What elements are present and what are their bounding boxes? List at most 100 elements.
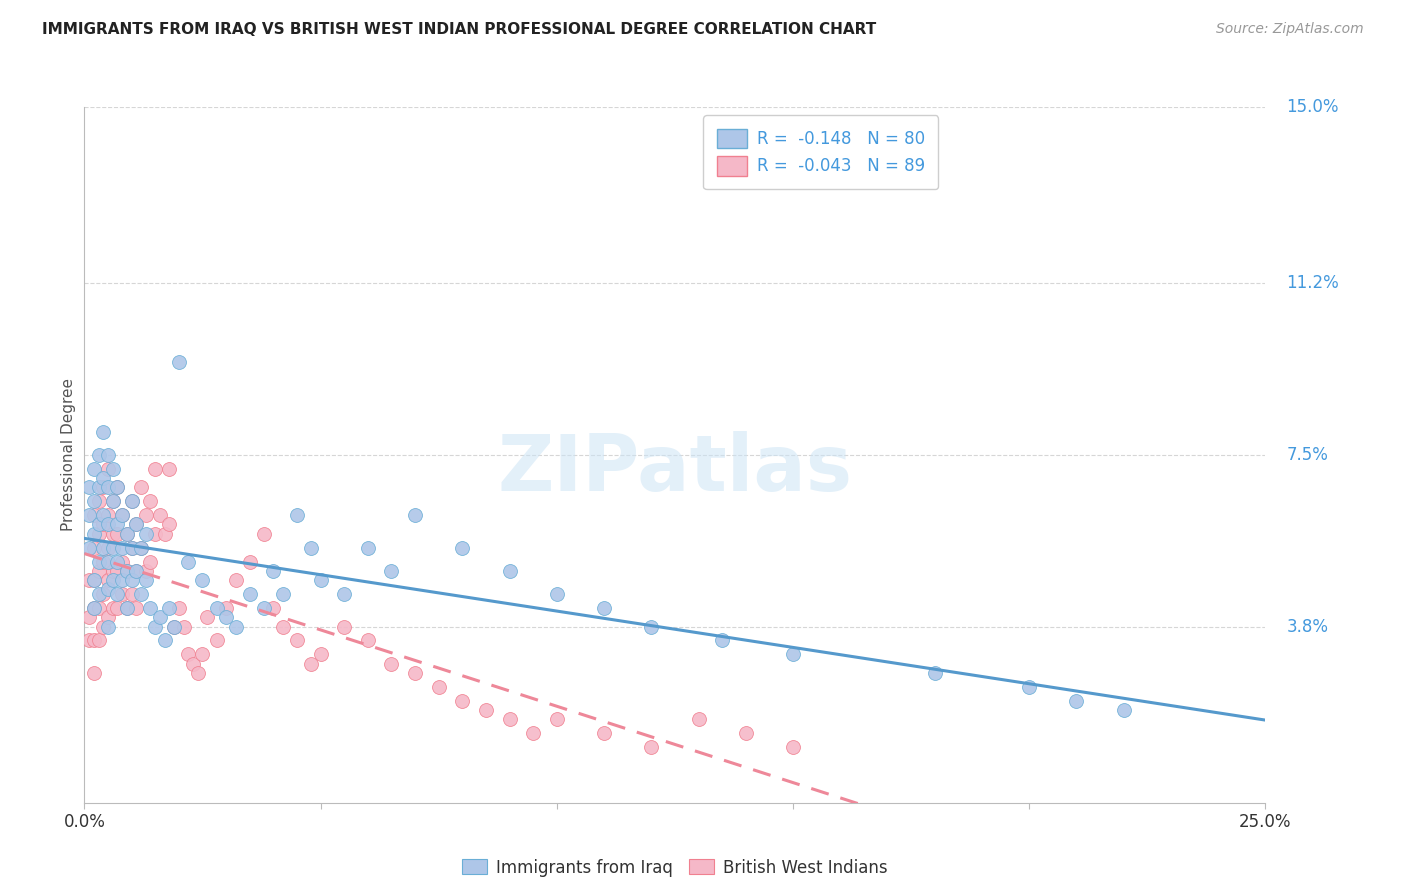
Point [225, 573, 247, 587]
Point [135, 573, 157, 587]
Point [101, 601, 124, 615]
Point [83, 494, 105, 508]
Point [129, 541, 152, 555]
Point [77, 508, 100, 523]
Point [97, 517, 120, 532]
Point [215, 601, 238, 615]
Point [451, 541, 474, 555]
Point [253, 601, 276, 615]
Point [97, 448, 120, 462]
Point [97, 610, 120, 624]
Point [87, 480, 110, 494]
Point [115, 526, 138, 541]
Point [640, 619, 662, 633]
Point [91, 517, 114, 532]
Point [121, 494, 143, 508]
Point [101, 564, 124, 578]
Point [101, 494, 124, 508]
Point [107, 480, 129, 494]
Point [97, 541, 120, 555]
Point [111, 508, 134, 523]
Point [357, 541, 380, 555]
Point [285, 633, 308, 648]
Point [107, 555, 129, 569]
Point [97, 573, 120, 587]
Point [121, 587, 143, 601]
Point [83, 462, 105, 476]
Text: 15.0%: 15.0% [1286, 98, 1339, 116]
Point [522, 726, 544, 740]
Point [83, 665, 105, 680]
Point [97, 480, 120, 494]
Point [139, 494, 162, 508]
Point [83, 601, 105, 615]
Point [498, 564, 520, 578]
Point [83, 573, 105, 587]
Point [498, 712, 520, 726]
Point [77, 573, 100, 587]
Point [285, 508, 308, 523]
Point [191, 648, 214, 662]
Point [451, 694, 474, 708]
Point [129, 480, 152, 494]
Point [129, 541, 152, 555]
Point [97, 619, 120, 633]
Point [1018, 680, 1040, 694]
Point [91, 541, 114, 555]
Point [177, 555, 200, 569]
Point [173, 619, 195, 633]
Point [143, 462, 166, 476]
Point [475, 703, 498, 717]
Point [87, 601, 110, 615]
Point [77, 541, 100, 555]
Point [262, 601, 284, 615]
Point [97, 582, 120, 597]
Point [177, 648, 200, 662]
Text: ZIPatlas: ZIPatlas [498, 431, 852, 507]
Point [87, 526, 110, 541]
Point [87, 494, 110, 508]
Point [205, 633, 228, 648]
Point [97, 508, 120, 523]
Point [91, 619, 114, 633]
Point [77, 633, 100, 648]
Point [101, 573, 124, 587]
Point [125, 564, 148, 578]
Text: 7.5%: 7.5% [1286, 446, 1329, 464]
Point [125, 517, 148, 532]
Point [782, 648, 804, 662]
Point [309, 648, 332, 662]
Point [357, 633, 380, 648]
Point [149, 610, 172, 624]
Point [91, 425, 114, 439]
Point [125, 601, 148, 615]
Text: Source: ZipAtlas.com: Source: ZipAtlas.com [1216, 22, 1364, 37]
Point [427, 680, 450, 694]
Point [87, 633, 110, 648]
Point [225, 619, 247, 633]
Point [253, 526, 276, 541]
Point [121, 541, 143, 555]
Point [125, 564, 148, 578]
Point [121, 494, 143, 508]
Point [87, 587, 110, 601]
Point [125, 517, 148, 532]
Point [309, 573, 332, 587]
Point [271, 619, 294, 633]
Point [111, 587, 134, 601]
Point [121, 573, 143, 587]
Point [404, 665, 426, 680]
Point [115, 601, 138, 615]
Point [83, 508, 105, 523]
Point [115, 601, 138, 615]
Point [333, 587, 356, 601]
Point [143, 526, 166, 541]
Text: 3.8%: 3.8% [1286, 617, 1329, 635]
Point [167, 601, 190, 615]
Point [157, 462, 180, 476]
Point [101, 541, 124, 555]
Point [91, 587, 114, 601]
Point [153, 633, 176, 648]
Point [97, 462, 120, 476]
Point [215, 610, 238, 624]
